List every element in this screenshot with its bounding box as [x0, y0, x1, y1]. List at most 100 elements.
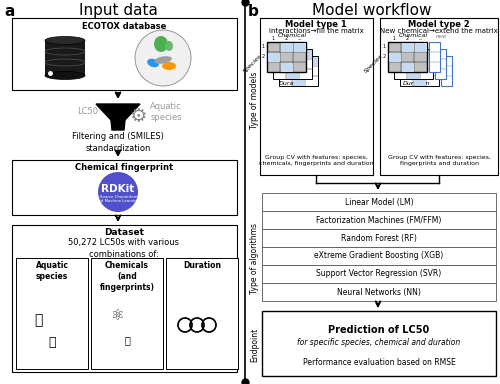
Bar: [260, 18, 373, 175]
Bar: [166, 258, 238, 369]
Text: Duration: Duration: [403, 81, 430, 86]
Bar: [280, 63, 292, 71]
Polygon shape: [111, 120, 125, 130]
Bar: [414, 56, 426, 66]
Bar: [91, 258, 163, 369]
Ellipse shape: [165, 41, 173, 51]
Circle shape: [135, 30, 191, 86]
Text: RDKit: RDKit: [102, 184, 134, 194]
Bar: [274, 60, 285, 68]
Bar: [435, 49, 446, 79]
Text: Linear Model (LM): Linear Model (LM): [344, 197, 414, 207]
Bar: [429, 42, 440, 72]
Bar: [45, 40, 85, 76]
Bar: [402, 63, 413, 71]
Bar: [268, 53, 280, 61]
Text: ...: ...: [297, 36, 302, 41]
Text: Support Vector Regression (SVR): Support Vector Regression (SVR): [316, 270, 442, 278]
Text: Duration: Duration: [279, 81, 306, 86]
Bar: [400, 66, 412, 76]
Text: Factorization Machines (FM/FFM): Factorization Machines (FM/FFM): [316, 215, 442, 225]
Bar: [262, 265, 496, 283]
Text: new: new: [436, 34, 448, 39]
Text: Performance evaluation based on RMSE: Performance evaluation based on RMSE: [302, 358, 456, 367]
Text: 🐟: 🐟: [34, 313, 42, 327]
Bar: [286, 70, 298, 78]
Ellipse shape: [45, 36, 85, 45]
Bar: [262, 311, 496, 376]
Text: 1: 1: [383, 45, 386, 50]
Ellipse shape: [147, 59, 159, 67]
Bar: [262, 283, 496, 301]
Text: 2: 2: [406, 36, 409, 41]
Text: Chemical: Chemical: [278, 33, 307, 38]
Polygon shape: [96, 104, 140, 120]
Text: and Machine Learning: and Machine Learning: [96, 199, 140, 203]
Text: Model type 1: Model type 1: [285, 20, 347, 29]
Text: 1: 1: [272, 36, 275, 41]
Text: Model workflow: Model workflow: [312, 3, 432, 18]
Text: 2: 2: [383, 55, 386, 60]
Text: eXtreme Gradient Boosting (XGB): eXtreme Gradient Boosting (XGB): [314, 252, 444, 260]
Bar: [294, 43, 306, 51]
Bar: [394, 60, 406, 68]
Ellipse shape: [154, 36, 168, 52]
Text: Input data: Input data: [78, 3, 158, 18]
Bar: [16, 258, 88, 369]
Text: Random Forest (RF): Random Forest (RF): [341, 233, 417, 243]
Text: Species: Species: [242, 54, 263, 74]
Text: ...: ...: [418, 36, 423, 41]
Bar: [12, 225, 237, 372]
Text: 1: 1: [262, 45, 265, 50]
Text: for specific species, chemical and duration: for specific species, chemical and durat…: [298, 338, 460, 347]
Text: Aquatic
species: Aquatic species: [36, 261, 68, 281]
Text: Species: Species: [364, 54, 384, 74]
Bar: [292, 76, 304, 86]
Text: Interactions→fill the matrix: Interactions→fill the matrix: [268, 28, 364, 34]
Text: LC50: LC50: [78, 108, 98, 116]
Ellipse shape: [154, 56, 172, 64]
Bar: [388, 53, 400, 61]
Bar: [280, 66, 291, 76]
Text: 2: 2: [285, 36, 288, 41]
Bar: [414, 43, 426, 51]
Bar: [12, 18, 237, 90]
Bar: [394, 49, 433, 79]
Bar: [400, 56, 439, 86]
Bar: [262, 247, 496, 265]
Text: 1: 1: [393, 36, 396, 41]
Text: ECOTOX database: ECOTOX database: [82, 22, 166, 31]
Text: ⚙: ⚙: [129, 106, 147, 126]
Bar: [388, 42, 427, 72]
Bar: [286, 50, 298, 58]
Text: Neural Networks (NN): Neural Networks (NN): [337, 288, 421, 296]
Bar: [380, 18, 498, 175]
Text: Prediction of LC50: Prediction of LC50: [328, 325, 430, 335]
Text: ⚛: ⚛: [110, 308, 124, 323]
Text: b: b: [248, 4, 259, 19]
Text: Duration: Duration: [183, 261, 221, 270]
Bar: [402, 43, 413, 51]
Bar: [279, 56, 318, 86]
Text: Chemical: Chemical: [399, 33, 428, 38]
Bar: [414, 76, 426, 86]
Bar: [426, 56, 438, 66]
Bar: [408, 50, 420, 58]
Text: Chemical fingerprint: Chemical fingerprint: [75, 163, 173, 172]
Ellipse shape: [162, 62, 176, 70]
Text: 🪨: 🪨: [124, 335, 130, 345]
Bar: [12, 160, 237, 215]
Bar: [300, 50, 312, 58]
Text: New chemical→extend the matrix: New chemical→extend the matrix: [380, 28, 498, 34]
Text: Aquatic
species: Aquatic species: [150, 102, 182, 122]
Text: Dataset: Dataset: [104, 228, 144, 237]
Ellipse shape: [45, 71, 85, 79]
Text: 🐠: 🐠: [48, 336, 56, 349]
Text: Open-Source Cheminformatics: Open-Source Cheminformatics: [88, 195, 148, 199]
Text: Type of algorithms: Type of algorithms: [250, 222, 259, 293]
Text: Model type 2: Model type 2: [408, 20, 470, 29]
Bar: [267, 42, 306, 72]
Text: Type of models: Type of models: [250, 71, 259, 129]
Text: Chemicals
(and
fingerprints): Chemicals (and fingerprints): [100, 261, 154, 292]
Bar: [262, 211, 496, 229]
